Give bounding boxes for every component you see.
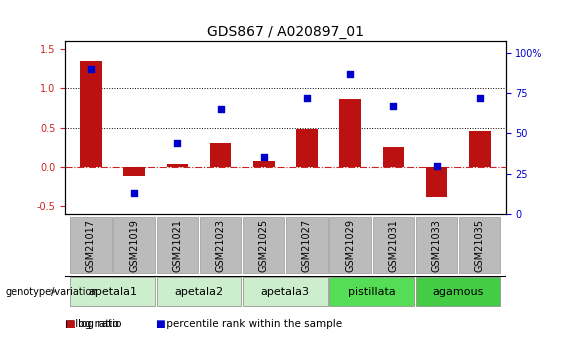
Text: GSM21025: GSM21025 — [259, 219, 269, 272]
Text: GSM21031: GSM21031 — [388, 219, 398, 272]
Text: GSM21021: GSM21021 — [172, 219, 182, 272]
Text: GSM21023: GSM21023 — [215, 219, 225, 272]
Bar — [210, 143, 231, 167]
Text: ■: ■ — [65, 319, 75, 329]
Text: apetala2: apetala2 — [175, 287, 224, 296]
Text: ■ log ratio: ■ log ratio — [65, 319, 121, 329]
Bar — [70, 277, 155, 306]
Bar — [296, 129, 318, 167]
Point — [475, 95, 484, 101]
Bar — [329, 217, 371, 273]
Bar — [243, 217, 284, 273]
Text: agamous: agamous — [432, 287, 484, 296]
Point — [129, 190, 138, 196]
Bar — [253, 160, 275, 167]
Point — [259, 155, 268, 160]
Bar — [123, 167, 145, 176]
Bar — [329, 277, 414, 306]
Bar — [383, 147, 404, 167]
Title: GDS867 / A020897_01: GDS867 / A020897_01 — [207, 25, 364, 39]
Bar — [167, 164, 188, 167]
Bar — [416, 277, 501, 306]
Text: ■: ■ — [155, 319, 165, 329]
Text: genotype/variation: genotype/variation — [6, 287, 98, 296]
Bar — [114, 217, 155, 273]
Text: log ratio: log ratio — [72, 319, 119, 329]
Text: GSM21029: GSM21029 — [345, 219, 355, 272]
Point — [346, 71, 355, 76]
Text: GSM21027: GSM21027 — [302, 219, 312, 272]
Text: apetala3: apetala3 — [261, 287, 310, 296]
Bar — [459, 217, 501, 273]
Text: pistillata: pistillata — [348, 287, 396, 296]
Bar — [469, 131, 490, 167]
Bar — [70, 217, 112, 273]
Bar — [200, 217, 241, 273]
Point — [216, 106, 225, 112]
Bar — [80, 61, 102, 167]
Text: apetala1: apetala1 — [88, 287, 137, 296]
Bar — [286, 217, 328, 273]
Text: GSM21017: GSM21017 — [86, 219, 96, 272]
Point — [302, 95, 311, 101]
Text: GSM21019: GSM21019 — [129, 219, 139, 272]
Text: GSM21033: GSM21033 — [432, 219, 441, 272]
Point — [432, 163, 441, 168]
Bar — [243, 277, 328, 306]
Text: GSM21035: GSM21035 — [475, 219, 485, 272]
Point — [389, 103, 398, 109]
Bar — [372, 217, 414, 273]
Bar — [426, 167, 447, 197]
Point — [86, 66, 95, 71]
Bar — [416, 217, 457, 273]
Bar — [157, 277, 241, 306]
Point — [173, 140, 182, 146]
Bar — [340, 99, 361, 167]
Bar — [157, 217, 198, 273]
Text: percentile rank within the sample: percentile rank within the sample — [163, 319, 342, 329]
